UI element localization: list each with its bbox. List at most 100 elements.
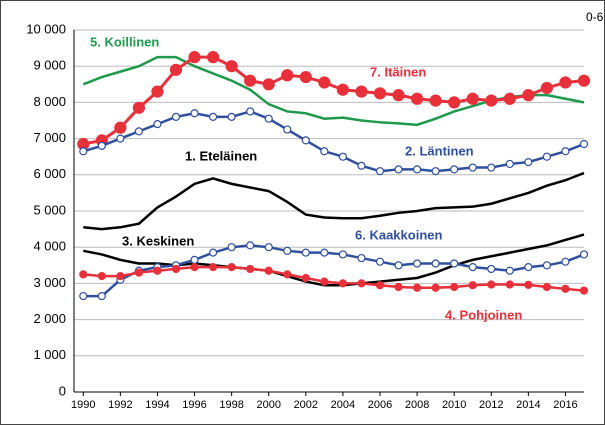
point <box>412 259 422 268</box>
y-tick-label: 4 000 <box>33 239 66 254</box>
series-label: 6. Kaakkoinen <box>355 227 442 242</box>
y-tick-label: 0 <box>59 383 66 398</box>
point <box>561 257 570 266</box>
point <box>283 246 292 255</box>
point <box>338 279 348 288</box>
point <box>394 282 403 292</box>
y-tick-label: 2 000 <box>33 311 66 326</box>
point <box>450 282 459 292</box>
point <box>561 284 570 293</box>
point <box>429 94 442 107</box>
point <box>79 291 88 301</box>
point <box>412 283 422 292</box>
point <box>503 92 516 105</box>
point <box>264 114 273 123</box>
point <box>466 92 479 105</box>
y-tick-label: 9 000 <box>33 58 66 73</box>
x-tick-label: 2002 <box>294 399 318 411</box>
x-tick-label: 1994 <box>145 399 169 411</box>
point <box>114 121 127 134</box>
point <box>97 291 106 301</box>
point <box>97 141 106 150</box>
point <box>355 85 368 98</box>
point <box>190 263 199 272</box>
y-tick-label: 5 000 <box>33 202 66 217</box>
series-line <box>82 55 585 146</box>
point <box>431 167 440 176</box>
point <box>505 159 514 169</box>
x-tick-label: 2014 <box>516 399 540 411</box>
point <box>244 74 257 87</box>
point <box>524 263 533 272</box>
series-label: 1. Eteläinen <box>185 148 257 163</box>
x-tick-label: 2000 <box>256 399 280 411</box>
point <box>357 253 366 263</box>
point <box>208 112 218 121</box>
point <box>246 107 255 116</box>
point <box>522 89 535 102</box>
point <box>264 243 273 252</box>
point <box>412 165 422 174</box>
series-label: 2. Läntinen <box>405 143 474 158</box>
point <box>171 264 181 274</box>
point <box>301 248 310 257</box>
point <box>301 136 310 145</box>
point <box>524 280 533 289</box>
point <box>487 264 496 274</box>
y-tick-label: 6 000 <box>33 166 66 181</box>
point <box>561 147 570 156</box>
point <box>134 268 144 277</box>
point <box>169 63 183 76</box>
point <box>375 167 385 176</box>
point <box>281 69 294 82</box>
series-line <box>83 265 585 292</box>
point <box>579 250 589 259</box>
series-line <box>83 233 585 287</box>
point <box>375 281 385 290</box>
point <box>336 83 350 96</box>
point <box>505 280 514 289</box>
point <box>225 60 238 73</box>
x-tick-label: 1992 <box>108 399 132 411</box>
x-tick-label: 2004 <box>331 399 355 411</box>
point <box>338 250 348 259</box>
point <box>171 112 181 121</box>
point <box>394 261 403 270</box>
point <box>542 152 552 161</box>
point <box>542 261 552 270</box>
point <box>299 70 312 84</box>
point <box>487 280 496 289</box>
point <box>338 152 348 161</box>
y-tick-label: 8 000 <box>33 94 66 109</box>
point <box>559 76 572 89</box>
point <box>373 87 387 100</box>
point <box>190 255 199 264</box>
point <box>542 282 552 292</box>
point <box>505 266 514 275</box>
point <box>579 139 589 149</box>
series-label: 3. Keskinen <box>122 233 194 248</box>
point <box>431 283 440 292</box>
point <box>206 51 220 64</box>
point <box>318 76 331 89</box>
point <box>116 272 125 281</box>
point <box>524 158 533 167</box>
point <box>320 147 329 156</box>
point <box>468 281 477 290</box>
x-tick-label: 2016 <box>553 399 577 411</box>
point <box>468 263 477 272</box>
point <box>410 92 424 105</box>
point <box>320 277 329 286</box>
point <box>450 165 459 174</box>
point <box>283 270 292 279</box>
point <box>246 264 255 274</box>
x-tick-label: 2012 <box>479 399 503 411</box>
point <box>431 259 440 268</box>
point <box>227 243 236 252</box>
y-tick-label: 10 000 <box>26 21 66 36</box>
point <box>448 96 461 109</box>
point <box>283 125 292 134</box>
series-label: 7. Itäinen <box>370 64 426 79</box>
x-tick-label: 1996 <box>182 399 206 411</box>
